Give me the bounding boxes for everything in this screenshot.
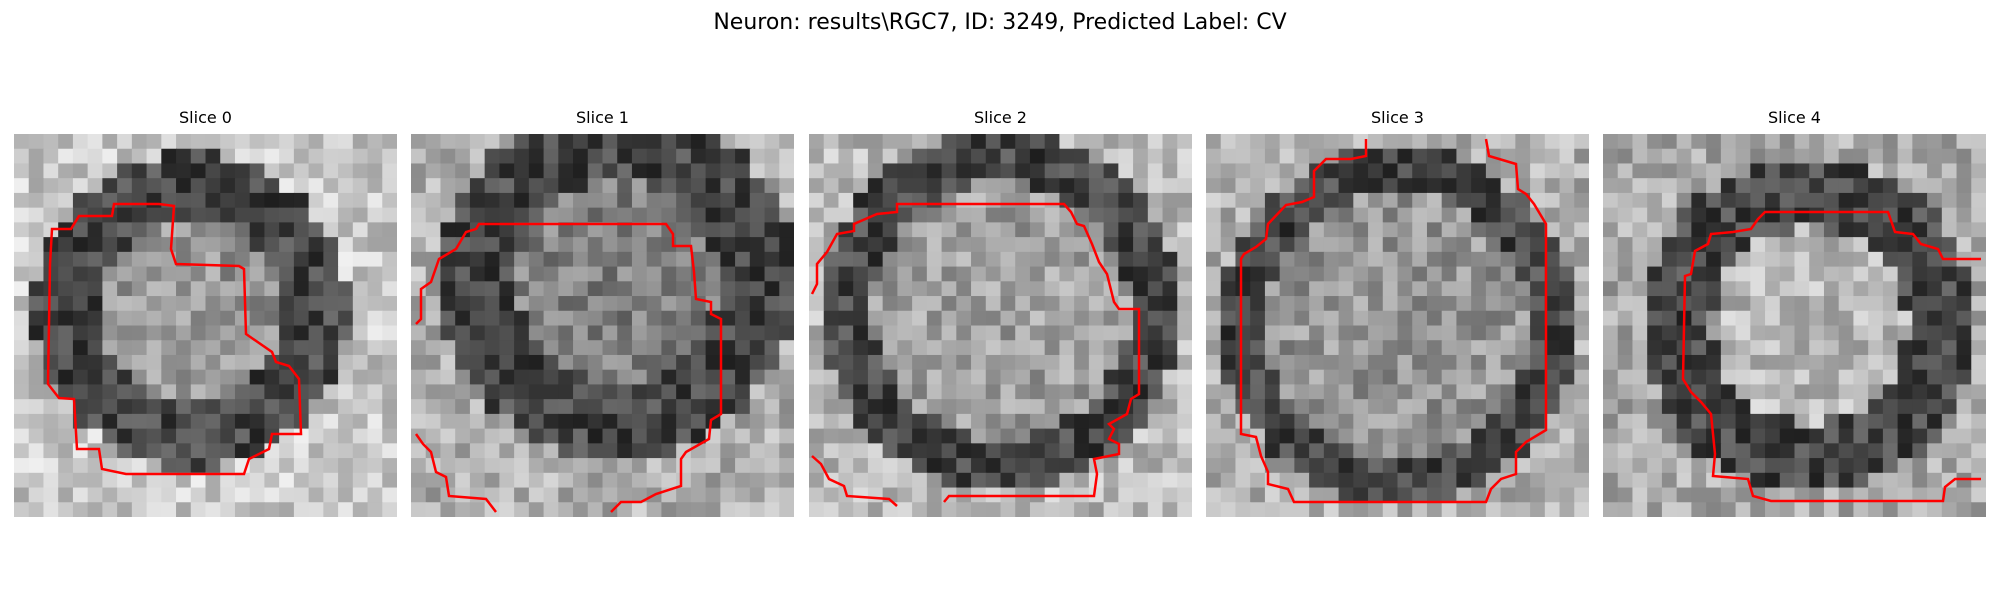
slice-panel-2: Slice 2: [809, 108, 1192, 517]
slice-title: Slice 0: [179, 108, 232, 127]
segmentation-contour: [415, 222, 723, 513]
slice-image: [411, 134, 794, 517]
segmentation-contour: [414, 433, 497, 513]
slice-title: Slice 1: [576, 108, 629, 127]
slice-image: [809, 134, 1192, 517]
slice-title: Slice 2: [974, 108, 1027, 127]
slice-image: [1603, 134, 1986, 517]
slice-panel-1: Slice 1: [411, 108, 794, 517]
slice-title: Slice 4: [1768, 108, 1821, 127]
segmentation-contour: [46, 202, 303, 476]
segmentation-contour: [1681, 210, 1981, 503]
slice-image: [1206, 134, 1589, 517]
slice-panel-4: Slice 4: [1603, 108, 1986, 517]
segmentation-contour: [811, 455, 898, 507]
slice-image: [14, 134, 397, 517]
segmentation-contour: [1239, 138, 1548, 504]
slice-panel-0: Slice 0: [14, 108, 397, 517]
figure-title: Neuron: results\RGC7, ID: 3249, Predicte…: [713, 10, 1287, 35]
slice-title: Slice 3: [1371, 108, 1424, 127]
segmentation-contour: [810, 202, 1141, 503]
slice-panel-3: Slice 3: [1206, 108, 1589, 517]
